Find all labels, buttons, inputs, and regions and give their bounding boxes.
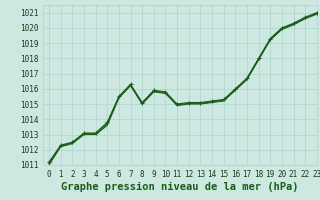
X-axis label: Graphe pression niveau de la mer (hPa): Graphe pression niveau de la mer (hPa) <box>61 182 299 192</box>
